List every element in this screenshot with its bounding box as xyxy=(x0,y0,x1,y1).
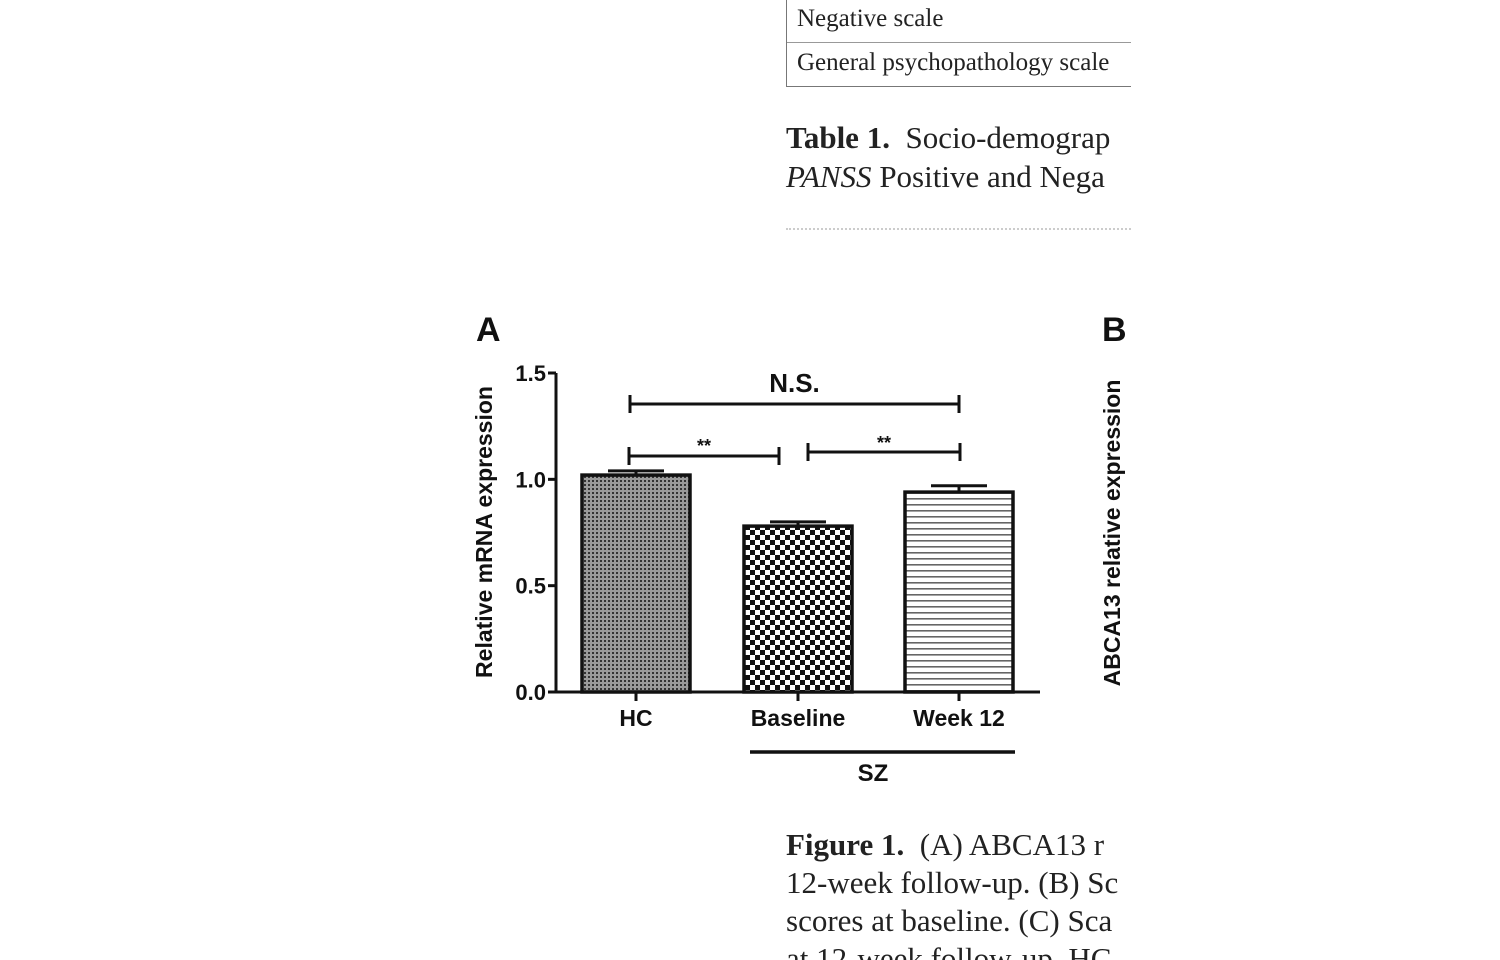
figure-caption-line4: at 12-week follow-up. HC xyxy=(786,941,1112,960)
bar-baseline xyxy=(742,524,854,694)
significance-label: ** xyxy=(697,436,711,456)
panss-abbrev: PANSS xyxy=(786,159,872,194)
figure-caption-line1: Figure 1. (A) ABCA13 r xyxy=(786,827,1104,863)
bar-hc xyxy=(580,473,692,694)
figure-caption-line3: scores at baseline. (C) Sca xyxy=(786,903,1113,938)
page-clip: Negative scale General psychopathology s… xyxy=(471,0,1131,960)
y-axis-label: Relative mRNA expression xyxy=(471,386,497,678)
group-label: SZ xyxy=(858,760,889,787)
table-row: General psychopathology scale xyxy=(787,42,1131,86)
y-tick-label: 1.0 xyxy=(515,467,546,492)
table-caption-line1: Table 1. Socio-demograp xyxy=(786,120,1110,156)
y-tick-label: 1.5 xyxy=(515,361,546,386)
figure-caption-text1: (A) ABCA13 r xyxy=(919,827,1105,862)
y-tick-label: 0.5 xyxy=(515,574,546,599)
y-tick-label: 0.0 xyxy=(515,680,546,705)
section-divider xyxy=(786,228,1131,230)
figure-svg: A Relative mRNA expression 0.0 0.5 1.0 1.5 H… xyxy=(471,311,1127,787)
x-tick-label: HC xyxy=(619,705,652,731)
table-caption-text: Socio-demograp xyxy=(905,120,1111,155)
table-caption-text2: Positive and Nega xyxy=(879,159,1105,194)
table-row: Negative scale xyxy=(787,0,1131,42)
table-caption-line2: PANSS Positive and Nega xyxy=(786,159,1105,195)
bar-week-12 xyxy=(903,490,1015,694)
bar-chart: 0.0 0.5 1.0 1.5 HC Baseline Week 12 SZ N.S. ** ** xyxy=(515,361,1040,787)
table-fragment: Negative scale General psychopathology s… xyxy=(786,0,1131,87)
table-caption-label: Table 1. xyxy=(786,120,890,155)
figure-caption-line2: 12-week follow-up. (B) Sc xyxy=(786,865,1119,900)
significance-label: ** xyxy=(877,433,891,453)
x-tick-label: Week 12 xyxy=(913,705,1005,731)
figure-caption-label: Figure 1. xyxy=(786,827,905,862)
panel-a-label: A xyxy=(476,311,501,349)
significance-label: N.S. xyxy=(769,368,820,398)
panel-b-y-axis-label: ABCA13 relative expression xyxy=(1099,380,1125,687)
panel-b-label: B xyxy=(1102,311,1127,349)
x-tick-label: Baseline xyxy=(751,705,846,731)
